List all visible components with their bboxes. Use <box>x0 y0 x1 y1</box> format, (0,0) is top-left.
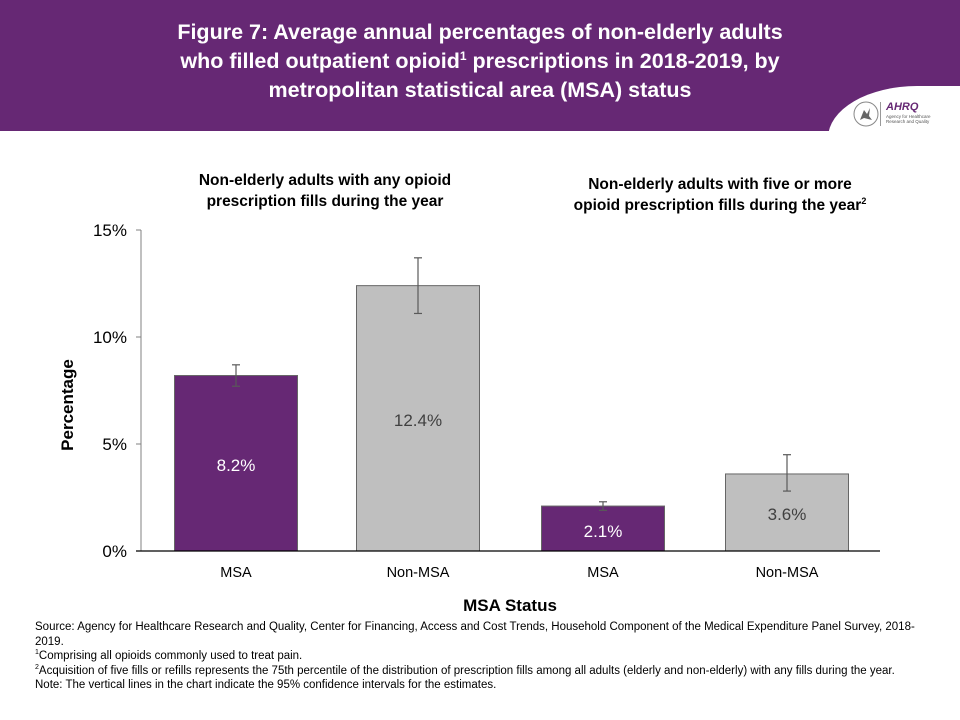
panel-title-five-plus-fills: Non-elderly adults with five or more opi… <box>520 174 920 216</box>
data-label: 12.4% <box>394 411 442 430</box>
y-tick-label: 15% <box>93 221 127 240</box>
footnote-1-text: Comprising all opioids commonly used to … <box>38 650 303 662</box>
bar-any-non-msa <box>356 285 480 552</box>
title-line-2a: who filled outpatient opioid <box>180 49 460 73</box>
x-tick-label: Non-MSA <box>756 565 819 581</box>
panel-1-title-line-1: Non-elderly adults with any opioid <box>198 172 452 189</box>
bar-five-plus-msa <box>541 505 665 552</box>
footnote-2-text: Acquisition of five fills or refills rep… <box>38 664 895 677</box>
logo-text: AHRQ <box>886 101 919 113</box>
footnotes: Source: Agency for Healthcare Research a… <box>35 620 935 693</box>
footnote-1-mark: 1 <box>35 649 39 657</box>
x-axis-label: MSA Status <box>463 596 557 615</box>
ahrq-logo: AHRQ Agency for Healthcare Research and … <box>848 98 948 132</box>
x-tick-label: MSA <box>587 565 619 581</box>
title-line-1: Figure 7: Average annual percentages of … <box>177 20 783 44</box>
panel-2-title-line-2-text: opioid prescription fills during the yea… <box>573 197 862 214</box>
panel-title-any-fills: Non-elderly adults with any opioid presc… <box>150 170 500 212</box>
footnote-1: 1Comprising all opioids commonly used to… <box>35 649 935 664</box>
data-label: 8.2% <box>217 456 256 475</box>
x-tick-label: Non-MSA <box>387 565 450 581</box>
hhs-eagle-icon <box>853 101 879 127</box>
data-label: 3.6% <box>768 505 807 524</box>
y-tick-label: 5% <box>102 435 127 454</box>
title-line-2b: prescriptions in 2018-2019, by <box>466 49 780 73</box>
logo-subtext: Agency for Healthcare Research and Quali… <box>886 114 931 124</box>
y-tick-label: 0% <box>102 542 127 561</box>
panel-2-title-line-2: opioid prescription fills during the yea… <box>520 195 920 216</box>
panel-2-title-line-1: Non-elderly adults with five or more <box>588 176 852 193</box>
source-note: Source: Agency for Healthcare Research a… <box>35 621 915 648</box>
bar-any-msa <box>174 375 298 552</box>
footnote-2: 2Acquisition of five fills or refills re… <box>35 664 935 679</box>
figure-title: Figure 7: Average annual percentages of … <box>100 18 860 105</box>
panel-1-title-line-2: prescription fills during the year <box>206 193 444 210</box>
ci-note: Note: The vertical lines in the chart in… <box>35 679 497 691</box>
title-superscript: 1 <box>459 48 467 63</box>
logo-separator <box>880 102 881 126</box>
panel-2-superscript: 2 <box>861 195 867 206</box>
data-label: 2.1% <box>584 522 623 541</box>
footnote-2-mark: 2 <box>35 663 39 671</box>
title-line-3: metropolitan statistical area (MSA) stat… <box>268 78 692 102</box>
header-banner: Figure 7: Average annual percentages of … <box>0 0 960 131</box>
y-tick-label: 10% <box>93 328 127 347</box>
y-axis-label: Percentage <box>58 359 77 451</box>
title-line-2: who filled outpatient opioid1 prescripti… <box>100 47 860 76</box>
x-tick-label: MSA <box>220 565 252 581</box>
